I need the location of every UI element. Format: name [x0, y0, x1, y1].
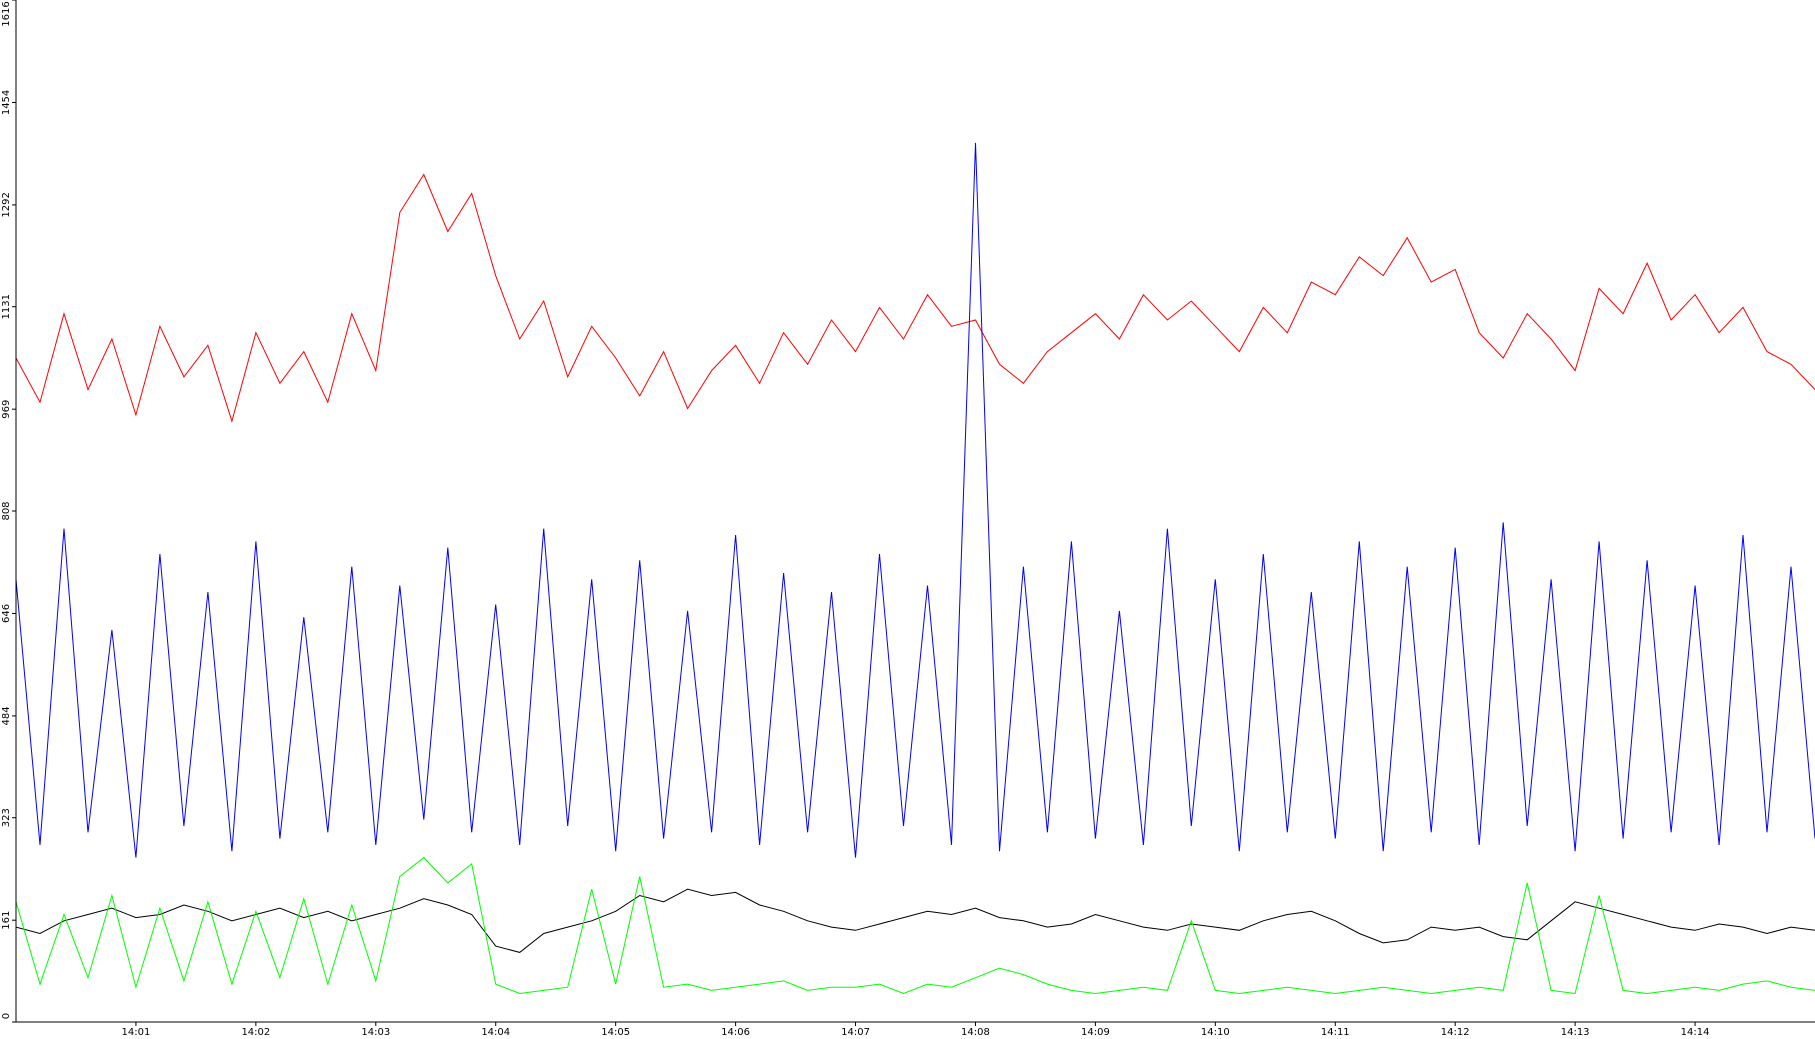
- y-tick-label: 0: [1, 1013, 12, 1019]
- x-tick-label: 14:10: [1201, 1027, 1230, 1038]
- x-tick-label: 14:11: [1321, 1027, 1350, 1038]
- x-tick-label: 14:04: [481, 1027, 510, 1038]
- y-tick-label: 484: [1, 706, 12, 725]
- x-tick-label: 14:05: [601, 1027, 630, 1038]
- y-tick-label: 1131: [1, 294, 12, 319]
- y-tick-label: 808: [1, 501, 12, 520]
- x-tick-label: 14:08: [961, 1027, 990, 1038]
- y-tick-label: 1616: [1, 1, 12, 26]
- x-tick-label: 14:07: [841, 1027, 870, 1038]
- y-tick-label: 1454: [1, 90, 12, 115]
- x-tick-label: 14:01: [122, 1027, 151, 1038]
- x-tick-label: 14:09: [1081, 1027, 1110, 1038]
- y-tick-label: 323: [1, 808, 12, 827]
- x-tick-label: 14:12: [1441, 1027, 1470, 1038]
- series-line: [15, 142, 1815, 858]
- series-line: [15, 856, 1815, 995]
- y-tick-label: 161: [1, 911, 12, 930]
- series-line: [15, 173, 1815, 423]
- x-tick-label: 14:13: [1561, 1027, 1590, 1038]
- x-tick-label: 14:06: [721, 1027, 750, 1038]
- x-tick-label: 14:14: [1681, 1027, 1710, 1038]
- y-tick-label: 969: [1, 400, 12, 419]
- x-tick-label: 14:02: [241, 1027, 270, 1038]
- x-tick-label: 14:03: [361, 1027, 390, 1038]
- y-tick-label: 1292: [1, 192, 12, 217]
- series-line: [15, 888, 1815, 953]
- y-tick-label: 646: [1, 604, 12, 623]
